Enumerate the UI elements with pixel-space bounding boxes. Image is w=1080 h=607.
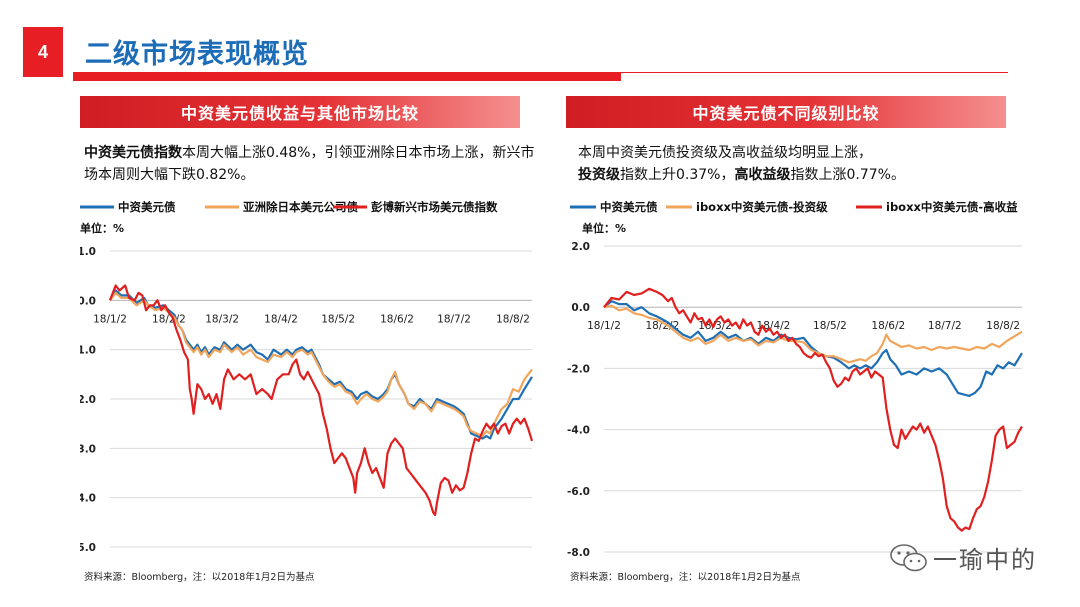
- right-panel-description: 本周中资美元债投资级及高收益级均明显上涨， 投资级指数上升0.37%，高收益级指数…: [578, 142, 1038, 186]
- y-tick-label: 0.0: [80, 295, 96, 307]
- left-panel-description: 中资美元债指数本周大幅上涨0.48%，引领亚洲除日本市场上涨，新兴市场本周则大幅…: [84, 142, 544, 186]
- x-tick-label: 18/5/2: [321, 313, 355, 325]
- desc-end: 指数上涨0.77%。: [790, 167, 905, 183]
- right-source-note: 资料来源：Bloomberg，注：以2018年1月2日为基点: [570, 572, 801, 583]
- right-panel: 中资美元债不同级别比较 本周中资美元债投资级及高收益级均明显上涨， 投资级指数上升…: [566, 96, 1034, 601]
- x-tick-label: 18/7/2: [437, 313, 471, 325]
- page-title: 二级市场表现概览: [85, 39, 309, 70]
- y-tick-label: -2.0: [567, 363, 590, 375]
- x-tick-label: 18/3/2: [205, 313, 239, 325]
- x-tick-label: 18/8/2: [986, 320, 1020, 332]
- y-tick-label: -4.0: [80, 493, 96, 505]
- wechat-icon: [890, 543, 927, 571]
- y-tick-label: 0.0: [571, 302, 590, 314]
- legend-label-2: iboxx中资美元债-高收益: [886, 200, 1018, 214]
- x-tick-label: 18/4/2: [264, 313, 298, 325]
- y-tick-label: -5.0: [80, 542, 96, 554]
- legend-label-1: 亚洲除日本美元公司债: [243, 200, 358, 214]
- desc-bold-hy: 高收益级: [734, 167, 791, 183]
- x-tick-label: 18/2/2: [152, 313, 186, 325]
- watermark-text: 一瑜中的: [933, 546, 1037, 574]
- y-tick-label: -6.0: [567, 486, 590, 498]
- desc-mid: 指数上升0.37%，: [620, 167, 735, 183]
- series-line-2: [603, 287, 1023, 532]
- y-tick-label: -8.0: [567, 547, 590, 559]
- legend-label-1: iboxx中资美元债-投资级: [696, 200, 828, 214]
- right-line-chart: 中资美元债 iboxx中资美元债-投资级 iboxx中资美元债-高收益 单位：% 1…: [567, 200, 1023, 559]
- series-line-1: [109, 291, 533, 438]
- legend-label-0: 中资美元债: [600, 200, 658, 214]
- page-number: 4: [23, 27, 63, 77]
- x-tick-label: 18/6/2: [380, 313, 414, 325]
- x-tick-label: 18/1/2: [587, 320, 621, 332]
- legend-label-2: 彭博新兴市场美元债指数: [371, 200, 498, 214]
- watermark: 一瑜中的: [889, 540, 1037, 575]
- x-tick-label: 18/5/2: [813, 320, 847, 332]
- legend-label-0: 中资美元债: [118, 200, 176, 214]
- left-panel: 中资美元债收益与其他市场比较 中资美元债指数本周大幅上涨0.48%，引领亚洲除日…: [80, 96, 548, 601]
- left-source-note: 资料来源：Bloomberg，注：以2018年1月2日为基点: [84, 572, 315, 583]
- desc-bold: 中资美元债指数: [84, 145, 182, 161]
- desc-text: 本周大幅上涨0.48%，引领亚洲除日本市场上涨，新兴市场本周则大幅下跌0.82%…: [84, 145, 535, 183]
- right-unit-label: 单位：%: [582, 221, 626, 235]
- x-tick-label: 18/6/2: [871, 320, 905, 332]
- y-tick-label: -3.0: [80, 443, 96, 455]
- y-tick-label: -4.0: [567, 425, 590, 437]
- y-tick-label: 1.0: [80, 246, 96, 258]
- series-line-2: [108, 284, 534, 516]
- left-unit-label: 单位：%: [80, 221, 124, 235]
- y-tick-label: -2.0: [80, 394, 96, 406]
- left-panel-header: 中资美元债收益与其他市场比较: [80, 96, 520, 128]
- right-panel-header: 中资美元债不同级别比较: [566, 96, 1006, 128]
- x-tick-label: 18/7/2: [928, 320, 962, 332]
- x-tick-label: 18/8/2: [496, 313, 530, 325]
- desc-bold-ig: 投资级: [578, 167, 620, 183]
- y-tick-label: -1.0: [80, 345, 96, 357]
- x-tick-label: 18/1/2: [93, 313, 127, 325]
- left-line-chart: 中资美元债 亚洲除日本美元公司债 彭博新兴市场美元债指数 单位：% 18/1/2 18…: [80, 200, 534, 554]
- series-line-0: [603, 300, 1023, 397]
- desc-line1: 本周中资美元债投资级及高收益级均明显上涨，: [578, 145, 872, 161]
- y-tick-label: 2.0: [571, 241, 590, 253]
- title-accent-bar: [73, 72, 621, 81]
